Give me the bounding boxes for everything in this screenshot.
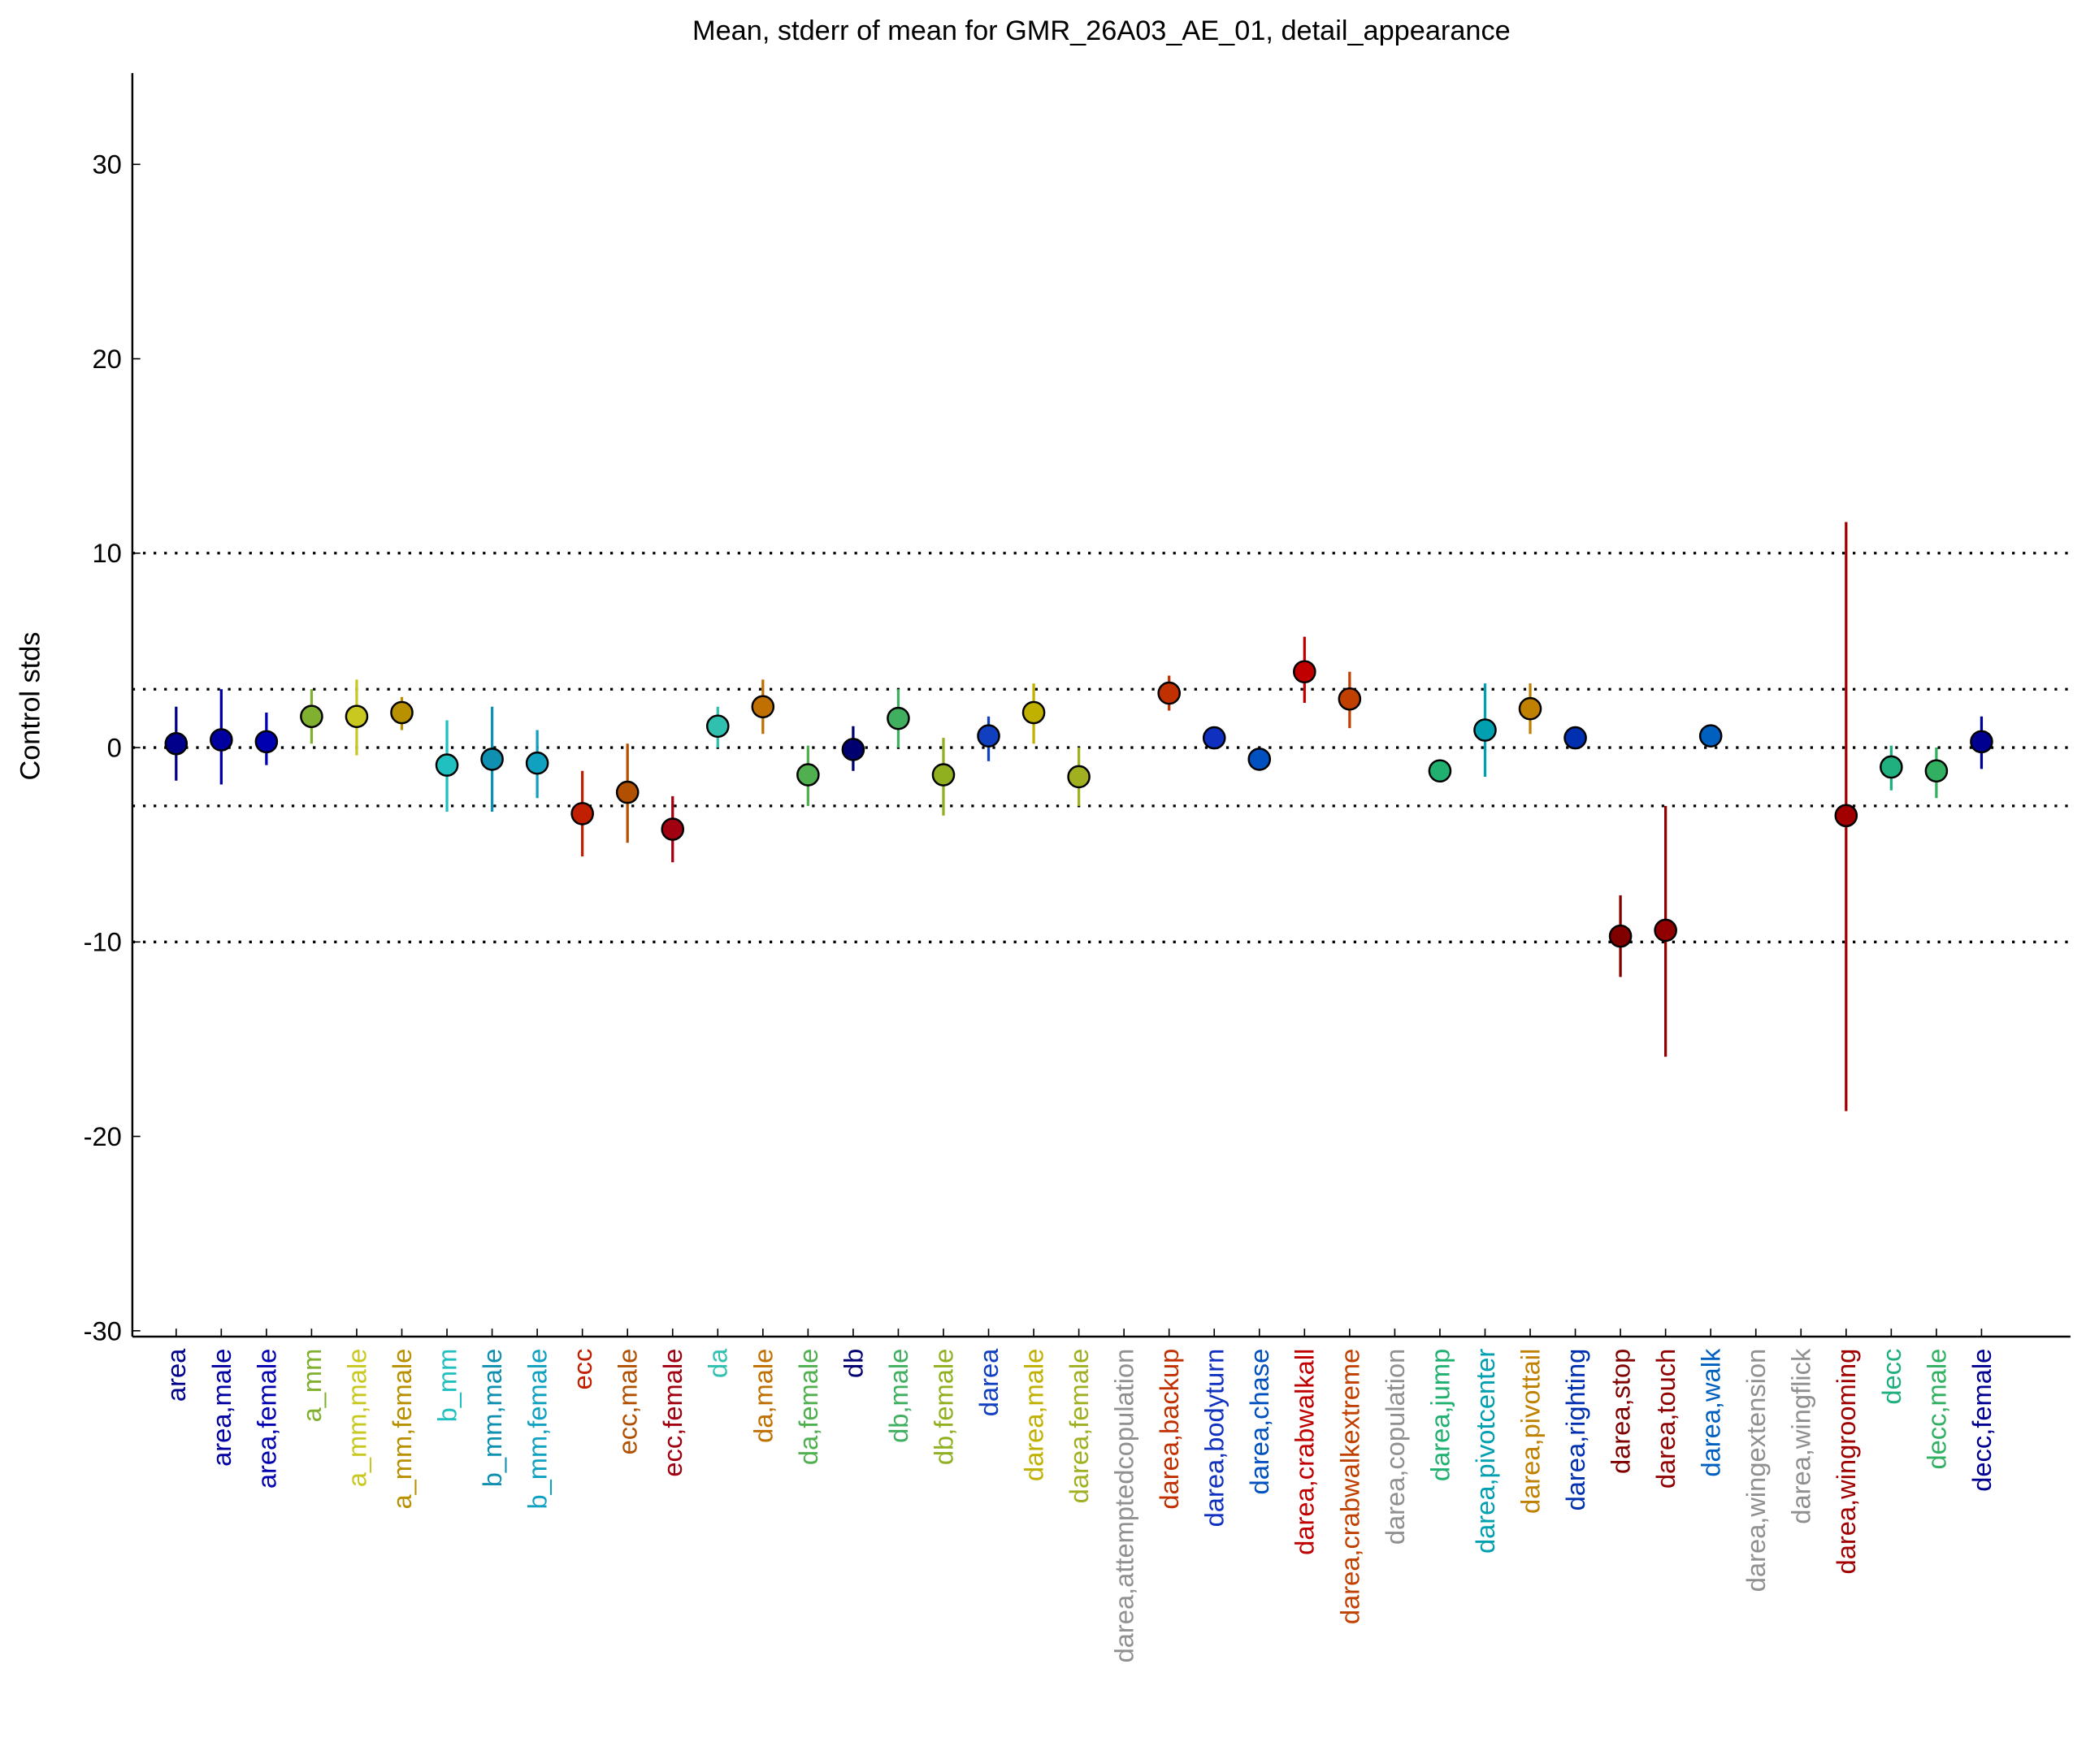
y-tick-label: 10 (92, 538, 121, 568)
x-tick-label: darea,righting (1560, 1349, 1590, 1511)
y-tick-label: -10 (84, 927, 122, 957)
mean-marker (1247, 748, 1272, 771)
mean-marker (525, 751, 549, 775)
y-tick-label: 0 (107, 732, 122, 762)
x-tick-label: darea,female (1064, 1349, 1094, 1504)
x-tick-label: da,male (748, 1349, 778, 1443)
x-tick-label: decc,male (1921, 1349, 1951, 1470)
mean-marker (1654, 918, 1677, 943)
x-tick-label: db,female (928, 1349, 958, 1465)
x-tick-label: darea,jump (1425, 1349, 1455, 1481)
mean-marker (705, 714, 730, 739)
x-tick-label: darea,touch (1650, 1349, 1681, 1489)
mean-marker (1428, 759, 1452, 783)
x-tick-label: ecc,male (613, 1349, 643, 1455)
mean-marker (1834, 804, 1858, 828)
x-tick-label: darea,wingflick (1786, 1348, 1816, 1524)
y-tick-label: 20 (92, 344, 121, 374)
mean-marker (661, 817, 685, 841)
mean-marker (300, 704, 323, 729)
x-tick-label: darea,crabwalkextreme (1334, 1349, 1364, 1624)
x-tick-label: darea,wingextension (1741, 1349, 1771, 1593)
x-tick-label: b_mm,female (523, 1349, 553, 1510)
x-tick-label: a_mm,male (341, 1349, 371, 1488)
mean-marker (435, 753, 459, 777)
mean-marker (1473, 718, 1497, 742)
x-tick-label: darea,bodyturn (1199, 1349, 1229, 1528)
mean-marker (1157, 681, 1181, 705)
mean-marker (977, 724, 1000, 748)
x-tick-label: da (703, 1348, 733, 1378)
mean-marker (1608, 924, 1633, 948)
y-tick-label: 30 (92, 150, 121, 180)
x-tick-label: darea,chase (1244, 1349, 1274, 1495)
mean-marker (841, 738, 865, 761)
mean-marker (1698, 724, 1723, 748)
mean-marker (210, 728, 233, 752)
mean-marker (751, 695, 775, 719)
x-tick-label: a_mm,female (387, 1349, 417, 1510)
mean-marker (1021, 700, 1046, 725)
x-tick-label: darea,pivottail (1515, 1349, 1545, 1514)
mean-marker (1563, 726, 1587, 750)
y-tick-label: -20 (84, 1121, 122, 1151)
mean-marker (164, 731, 189, 756)
mean-marker (1202, 726, 1226, 750)
x-tick-label: b_mm,male (477, 1349, 507, 1488)
x-tick-label: ecc,female (657, 1349, 687, 1477)
x-tick-label: darea,backup (1154, 1349, 1184, 1510)
x-tick-label: area (161, 1348, 191, 1402)
x-tick-label: area,male (206, 1349, 236, 1467)
mean-marker (254, 730, 279, 754)
mean-marker (570, 802, 594, 826)
x-tick-label: darea,crabwalkall (1290, 1349, 1320, 1555)
mean-marker (887, 706, 910, 730)
mean-marker (480, 748, 504, 771)
x-tick-label: darea,wingrooming (1831, 1349, 1861, 1575)
mean-marker (796, 763, 820, 787)
y-axis-label: Control stds (15, 632, 46, 781)
mean-marker (1970, 730, 1993, 754)
x-tick-label: a_mm (297, 1349, 327, 1423)
y-tick-label: -30 (84, 1315, 122, 1346)
x-tick-label: ecc (567, 1349, 597, 1390)
x-tick-label: decc,female (1967, 1349, 1997, 1492)
mean-marker (390, 700, 414, 725)
chart-title: Mean, stderr of mean for GMR_26A03_AE_01… (692, 15, 1511, 46)
x-tick-label: darea,copulation (1380, 1349, 1410, 1545)
mean-marker (345, 704, 369, 729)
mean-marker (1518, 696, 1542, 721)
mean-marker (615, 780, 640, 804)
x-tick-label: b_mm (432, 1349, 462, 1423)
x-tick-label: db (838, 1349, 868, 1378)
x-tick-label: darea,male (1019, 1349, 1049, 1481)
x-tick-label: da,female (793, 1349, 823, 1465)
x-tick-label: darea,attemptedcopulation (1109, 1349, 1139, 1663)
x-tick-label: area,female (251, 1349, 281, 1489)
x-tick-label: db,male (883, 1349, 913, 1443)
mean-marker (1924, 759, 1949, 783)
x-tick-label: darea (974, 1348, 1004, 1416)
mean-marker (931, 763, 956, 787)
mean-marker (1293, 660, 1316, 684)
mean-marker (1067, 765, 1091, 789)
mean-marker (1338, 687, 1362, 711)
mean-marker (1880, 755, 1903, 779)
x-tick-label: darea,stop (1606, 1349, 1636, 1474)
x-tick-label: decc (1876, 1349, 1906, 1405)
x-tick-label: darea,walk (1696, 1348, 1726, 1477)
x-tick-label: darea,pivotcenter (1470, 1349, 1500, 1554)
